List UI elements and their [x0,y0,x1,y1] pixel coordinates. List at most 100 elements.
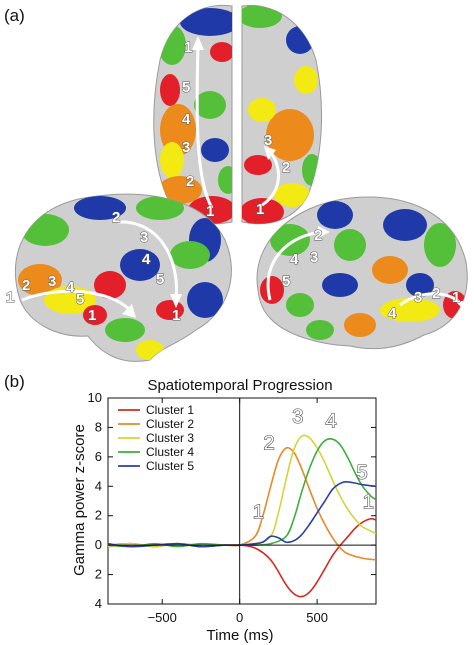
region-yellow [380,298,440,322]
legend-label-cluster-3: Cluster 3 [146,431,194,445]
panel-label-a: (a) [4,6,25,25]
region-red [160,74,180,106]
panel-label-b: (b) [4,372,25,391]
region-blue [317,201,353,229]
brain-label: 3 [182,139,190,156]
region-yellow [160,142,184,178]
arrow-heads [122,36,468,318]
plot-frame [107,397,377,605]
y-tick-label: 6 [95,449,102,464]
legend-label-cluster-1: Cluster 1 [146,403,194,417]
peak-label: 1 [253,502,264,524]
region-blue [74,196,126,220]
region-yellow [294,66,318,94]
arrowhead-icon [122,304,136,318]
brain-left-lateral-view [15,193,232,362]
series-line-cluster-1 [107,517,377,598]
brain-label: 2 [22,277,30,294]
brain-label: 5 [182,79,190,96]
series-line-cluster-5 [107,481,377,548]
region-blue [383,209,427,241]
legend-label-cluster-5: Cluster 5 [146,459,194,473]
brain-label: 2 [282,159,290,176]
brain-label: 4 [388,305,397,322]
region-orange [18,264,62,296]
arrow-top-left [195,44,214,209]
brain-label: 5 [282,273,290,290]
brain-label: 1 [172,307,180,324]
brain-label: 4 [142,251,151,268]
brain-label: 3 [48,273,56,290]
zero-guides [108,398,376,604]
brain-label: 1 [88,307,96,324]
region-green [424,223,456,267]
region-green [334,229,366,261]
region-blue [180,8,232,36]
brain-label: 5 [76,291,84,308]
peak-label: 5 [356,462,367,484]
y-tick-label: 8 [95,419,102,434]
peak-labels: 123 451 [252,405,374,524]
region-orange [266,109,314,161]
chart-title: Spatiotemporal Progression [147,377,332,394]
region-red [242,198,284,224]
brain-label: 1 [6,289,14,306]
arrowhead-icon [318,226,330,238]
axis-ticks: 4 2 0 2 4 6 8 10 −500 0 500 [88,390,376,625]
y-tick-label: 2 [95,567,102,582]
brain-label: 4 [290,251,299,268]
brain-label: 2 [112,209,120,226]
peak-label: 3 [292,406,303,428]
x-tick-label: −500 [148,610,177,625]
brain-label: 4 [182,111,191,128]
brain-label: 4 [66,279,75,296]
region-blue [187,282,223,318]
region-red [83,305,107,325]
region-orange [344,313,376,337]
brain-label: 3 [310,249,318,266]
brain-top-left-hemisphere [153,4,233,225]
series-line-cluster-3 [107,434,377,548]
brain-label: 5 [156,271,164,288]
region-blue [201,138,229,162]
brain-label: 2 [186,173,194,190]
region-red [260,276,284,304]
y-tick-label: 2 [95,508,102,523]
y-tick-label: 4 [95,478,102,493]
arrow-left-upper [117,220,178,301]
brain-label: 1 [256,201,264,218]
y-tick-label: 4 [95,596,102,611]
region-blue [120,249,160,281]
brain-label: 1 [452,289,460,306]
region-orange [372,256,408,284]
region-yellow [248,98,276,122]
arrowhead-icon [264,146,276,160]
region-blue [322,273,358,297]
brain-label: 2 [314,227,322,244]
y-axis-title: Gamma power z-score [71,424,88,576]
x-axis-title: Time (ms) [207,627,274,644]
brain-label: 2 [432,285,440,302]
progression-arrows [21,44,464,312]
y-tick-label: 10 [88,390,102,405]
brain-label: 3 [140,229,148,246]
arrowhead-icon [170,294,182,308]
region-green [286,293,314,317]
brain-label: 3 [264,132,272,149]
y-tick-label: 0 [95,537,102,552]
arrow-left-lower [21,289,132,312]
region-green [170,241,210,269]
region-green [270,224,310,256]
arrowhead-icon [192,36,204,50]
brain-right-lateral-view [256,196,468,350]
peak-label: 2 [264,433,275,455]
x-tick-label: 0 [236,610,243,625]
region-green [242,5,282,28]
peak-label: 4 [326,410,337,432]
arrowhead-icon [456,300,468,312]
region-green [218,166,232,194]
region-green [306,320,334,340]
peak-label: 1 [363,491,374,513]
brain-label: 3 [414,289,422,306]
